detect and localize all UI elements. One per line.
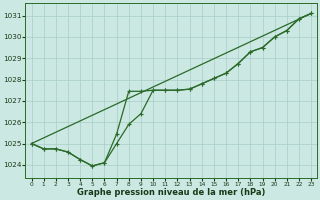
X-axis label: Graphe pression niveau de la mer (hPa): Graphe pression niveau de la mer (hPa) xyxy=(77,188,266,197)
